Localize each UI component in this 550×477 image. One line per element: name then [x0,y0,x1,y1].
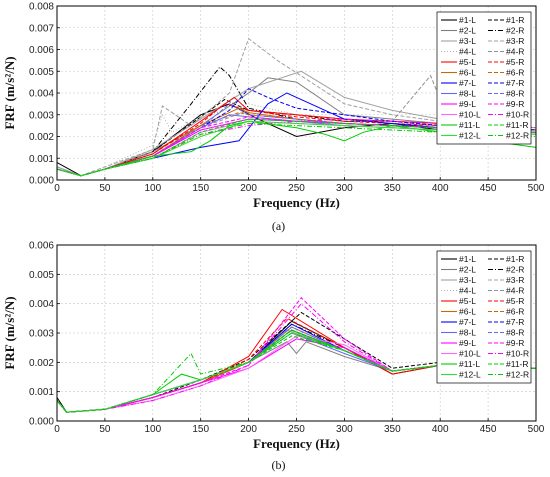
x-tick-label: 0 [54,183,60,194]
legend-label: #4-L [459,47,476,57]
x-tick-label: 150 [192,424,209,435]
legend-label: #11-R [506,120,529,130]
y-tick-label: 0.006 [29,45,54,56]
legend-label: #10-L [459,349,481,359]
legend-label: #11-L [459,359,480,369]
x-tick-label: 300 [336,183,353,194]
x-tick-label: 0 [54,424,60,435]
legend-label: #4-L [459,286,476,296]
legend-label: #3-L [459,275,476,285]
x-tick-label: 50 [99,183,111,194]
y-tick-label: 0.007 [29,23,54,34]
legend-label: #10-R [506,110,529,120]
legend-label: #7-R [506,317,524,327]
x-tick-label: 400 [432,183,449,194]
x-tick-label: 100 [144,424,161,435]
legend-label: #1-R [506,15,524,25]
series-line [57,335,536,413]
legend-label: #3-L [459,36,476,46]
y-tick-label: 0.001 [29,387,54,398]
legend-label: #8-R [506,328,524,338]
y-tick-label: 0.000 [29,417,54,428]
legend-label: #11-R [506,359,529,369]
x-tick-label: 200 [240,424,257,435]
y-axis-label: FRF (m/s²/N) [2,296,17,369]
legend-label: #6-R [506,307,524,317]
x-tick-label: 150 [192,183,209,194]
x-tick-label: 450 [480,183,497,194]
legend-label: #10-R [506,349,529,359]
legend-label: #7-L [459,317,476,327]
legend-label: #5-R [506,296,524,306]
x-tick-label: 50 [99,424,111,435]
legend-label: #3-R [506,36,524,46]
legend-label: #3-R [506,275,524,285]
legend-label: #7-L [459,78,476,88]
legend-label: #7-R [506,78,524,88]
legend-box [436,250,532,384]
legend-label: #6-L [459,307,476,317]
y-tick-label: 0.003 [29,110,54,121]
y-tick-label: 0.002 [29,358,54,369]
legend-label: #6-L [459,68,476,78]
y-tick-label: 0.003 [29,329,54,340]
x-tick-label: 350 [384,424,401,435]
series-line [57,317,536,413]
x-tick-label: 300 [336,424,353,435]
x-tick-label: 250 [288,183,305,194]
legend-label: #9-R [506,99,524,109]
x-tick-label: 200 [240,183,257,194]
legend-label: #2-R [506,26,524,36]
panel-caption: (b) [272,458,286,472]
legend-label: #12-L [459,131,481,141]
panel-caption: (a) [272,219,285,233]
y-tick-label: 0.000 [29,176,54,187]
x-tick-label: 500 [528,424,545,435]
y-tick-label: 0.004 [29,89,54,100]
legend-box [436,11,532,145]
legend-label: #8-R [506,89,524,99]
y-tick-label: 0.005 [29,270,54,281]
x-axis-label: Frequency (Hz) [253,436,340,451]
legend-label: #2-R [506,265,524,275]
y-axis-label: FRF (m/s²/N) [2,56,17,129]
legend-label: #4-R [506,286,524,296]
legend-label: #1-L [459,15,476,25]
x-tick-label: 450 [480,424,497,435]
y-tick-label: 0.001 [29,154,54,165]
x-tick-label: 100 [144,183,161,194]
legend-label: #5-L [459,57,476,67]
x-tick-label: 350 [384,183,401,194]
series-line [57,332,536,413]
legend-label: #12-L [459,370,481,380]
x-axis-label: Frequency (Hz) [253,195,340,210]
x-tick-label: 250 [288,424,305,435]
y-tick-label: 0.008 [29,2,54,13]
legend-label: #1-R [506,254,524,264]
legend-label: #9-L [459,338,476,348]
legend-label: #4-R [506,47,524,57]
legend-label: #8-L [459,328,476,338]
y-tick-label: 0.006 [29,241,54,252]
legend-label: #12-R [506,370,529,380]
legend-label: #6-R [506,68,524,78]
legend-label: #2-L [459,26,476,36]
series-line [57,37,536,177]
legend-label: #10-L [459,110,481,120]
legend-label: #5-R [506,57,524,67]
legend-label: #12-R [506,131,529,141]
legend-label: #1-L [459,254,476,264]
x-tick-label: 400 [432,424,449,435]
x-tick-label: 500 [528,183,545,194]
legend-label: #2-L [459,265,476,275]
legend-label: #9-R [506,338,524,348]
legend-label: #8-L [459,89,476,99]
y-tick-label: 0.002 [29,132,54,143]
y-tick-label: 0.005 [29,67,54,78]
legend-label: #5-L [459,296,476,306]
legend-label: #9-L [459,99,476,109]
legend-label: #11-L [459,120,480,130]
y-tick-label: 0.004 [29,299,54,310]
